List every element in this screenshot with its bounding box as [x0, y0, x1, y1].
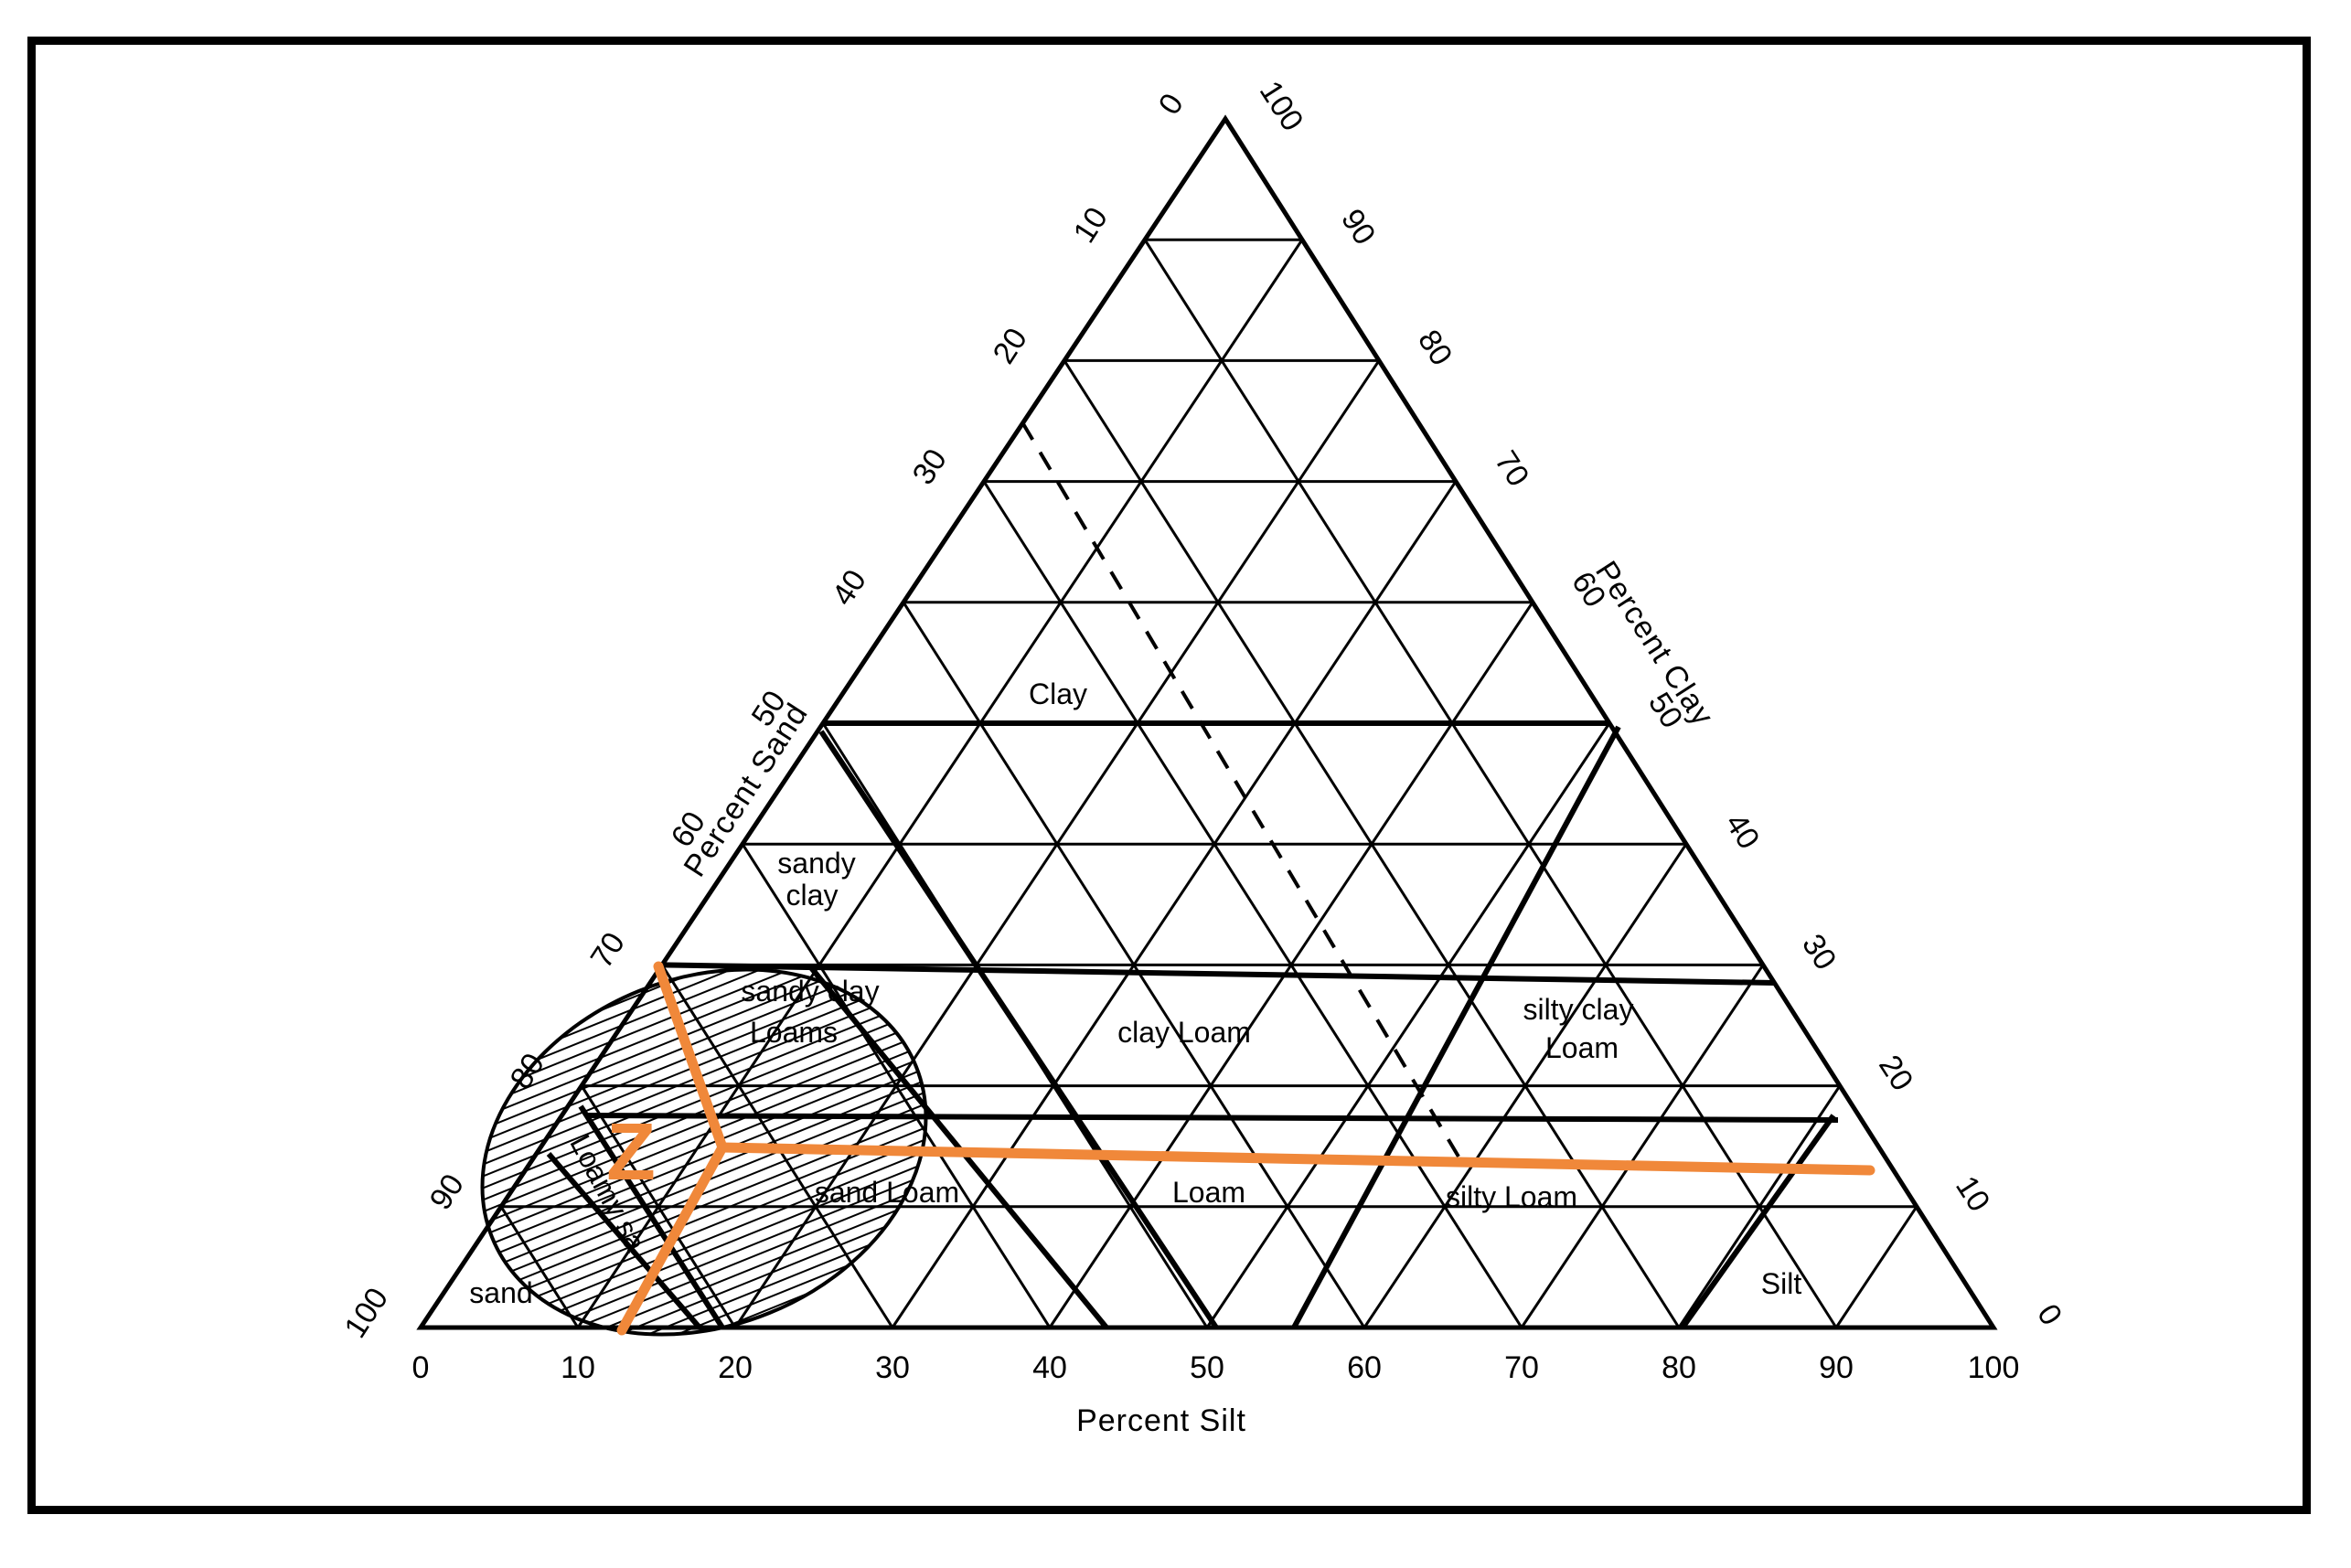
clay-tick: 90 [1334, 203, 1382, 251]
region-sandy-clay-line2: clay [786, 879, 839, 912]
clay-tick: 80 [1411, 324, 1459, 371]
grid-line-sand [1834, 1205, 1918, 1328]
boundary-sand-loam [807, 964, 1109, 1329]
silt-tick: 80 [1662, 1350, 1696, 1385]
boundary-loamy-sand-1 [546, 1152, 702, 1329]
boundary-loamy-sand-2 [578, 1104, 725, 1329]
region-silt: Silt [1761, 1267, 1802, 1300]
region-clay: Clay [1029, 677, 1087, 710]
grid-line-silt [499, 1205, 580, 1328]
region-silty-loam: silty Loam [1446, 1180, 1577, 1213]
silt-tick: 20 [718, 1350, 753, 1385]
texture-class-boundaries [546, 720, 1839, 1329]
dashed-boundary-line [1021, 421, 1460, 1158]
sand-tick: 30 [906, 443, 954, 490]
grid-line-silt [1143, 239, 1838, 1328]
grid-line-silt [982, 480, 1523, 1328]
silt-tick: 40 [1032, 1350, 1067, 1385]
clay-tick: 0 [2030, 1298, 2068, 1332]
silt-tick: 90 [1819, 1350, 1854, 1385]
clay-tick: 100 [1253, 75, 1310, 137]
grid-line-sand [576, 239, 1304, 1328]
boundary-30 [661, 962, 1775, 986]
orange-annotation-horizontal [717, 1142, 1875, 1176]
boundary-20 [584, 1113, 1839, 1123]
orange-annotation-lower [616, 1142, 728, 1336]
grid-line-silt [741, 843, 1052, 1328]
silt-tick: 30 [875, 1350, 910, 1385]
triangle-outline [416, 114, 1998, 1330]
clay-tick: 70 [1488, 444, 1535, 492]
sand-tick: 70 [584, 926, 632, 974]
marker-z-label: Z [606, 1106, 656, 1197]
sand-tick: 10 [1067, 201, 1115, 249]
sand-tick: 0 [1152, 88, 1191, 122]
grid-line-sand [1205, 722, 1611, 1328]
boundary-clay-loam-right [1291, 725, 1621, 1329]
orange-annotation-upper [653, 961, 728, 1153]
sand-tick: 90 [423, 1168, 471, 1216]
clay-tick: 20 [1872, 1049, 1919, 1096]
clay-tick: 40 [1718, 807, 1766, 855]
grid-line-silt [580, 1084, 737, 1328]
sand-tick: 40 [826, 564, 873, 612]
region-loam: Loam [1172, 1176, 1245, 1209]
region-silty-clay-loam-line1: silty clay [1523, 993, 1634, 1026]
silt-tick: 70 [1504, 1350, 1539, 1385]
region-clay-loam: clay Loam [1117, 1016, 1251, 1049]
silt-tick: 10 [561, 1350, 595, 1385]
boundary-silt [1680, 1114, 1836, 1329]
sand-tick: 20 [987, 322, 1034, 369]
region-sandy-clay-line1: sandy [777, 847, 855, 880]
clay-tick: 30 [1795, 928, 1843, 976]
hatched-sample-zone [480, 967, 928, 1337]
region-sand-loam: sand Loam [815, 1176, 959, 1209]
boundary-clay-loam-left [818, 730, 1219, 1329]
silt-tick: 0 [412, 1350, 430, 1385]
sand-tick: 100 [337, 1282, 395, 1344]
clay-tick: 10 [1949, 1170, 1996, 1218]
silt-axis-label: Percent Silt [1076, 1403, 1246, 1438]
silt-tick: 100 [1968, 1350, 2020, 1385]
grid-line-sand [891, 480, 1458, 1328]
region-sandy-clay-loam-line1: sandy clay [741, 975, 879, 1008]
silt-tick: 60 [1347, 1350, 1382, 1385]
silt-axis-ticks: 0 10 20 30 40 50 60 70 80 90 100 [412, 1350, 2020, 1385]
silt-tick: 50 [1190, 1350, 1224, 1385]
region-sandy-clay-loam-line2: Loams [750, 1016, 838, 1049]
region-sand: sand [469, 1276, 532, 1309]
grid-line-sand [1520, 964, 1765, 1328]
region-silty-clay-loam-line2: Loam [1545, 1031, 1619, 1064]
